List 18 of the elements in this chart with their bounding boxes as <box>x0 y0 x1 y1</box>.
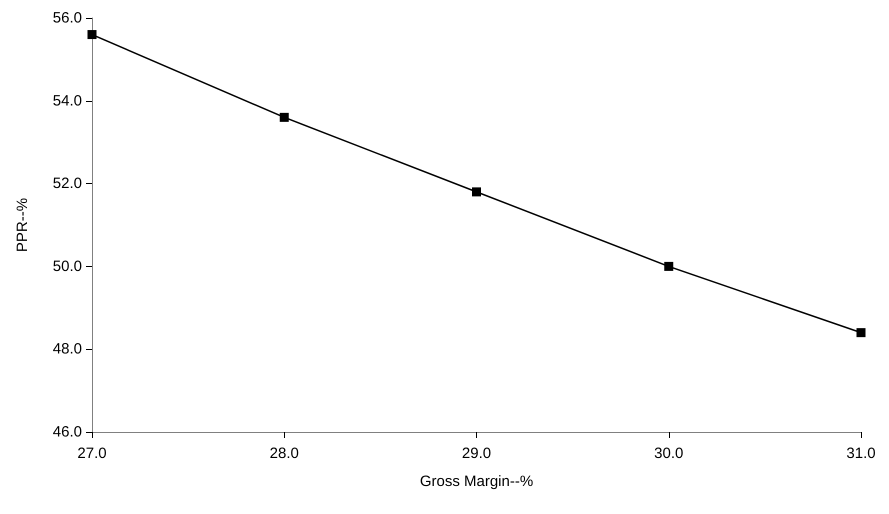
x-tick-label: 28.0 <box>270 445 299 462</box>
y-tick-label: 52.0 <box>52 175 82 192</box>
x-tick-label: 29.0 <box>462 445 492 462</box>
point <box>856 328 866 338</box>
point <box>88 30 96 40</box>
y-tick-label: 48.0 <box>52 340 82 358</box>
point <box>472 187 481 196</box>
y-tick-label: 46.0 <box>52 424 82 440</box>
x-tick-label: 31.0 <box>846 445 876 462</box>
y-tick-label: 56.0 <box>52 10 82 26</box>
point <box>664 262 674 271</box>
y-tick-label: 54.0 <box>52 92 82 110</box>
y-tick-label: 50.0 <box>52 258 82 275</box>
x-tick-label: 27.0 <box>77 445 107 462</box>
point <box>280 112 289 122</box>
y-axis-title: PPR--% <box>14 198 31 252</box>
x-tick-label: 30.0 <box>654 445 684 462</box>
x-axis-title: Gross Margin--% <box>420 473 534 490</box>
